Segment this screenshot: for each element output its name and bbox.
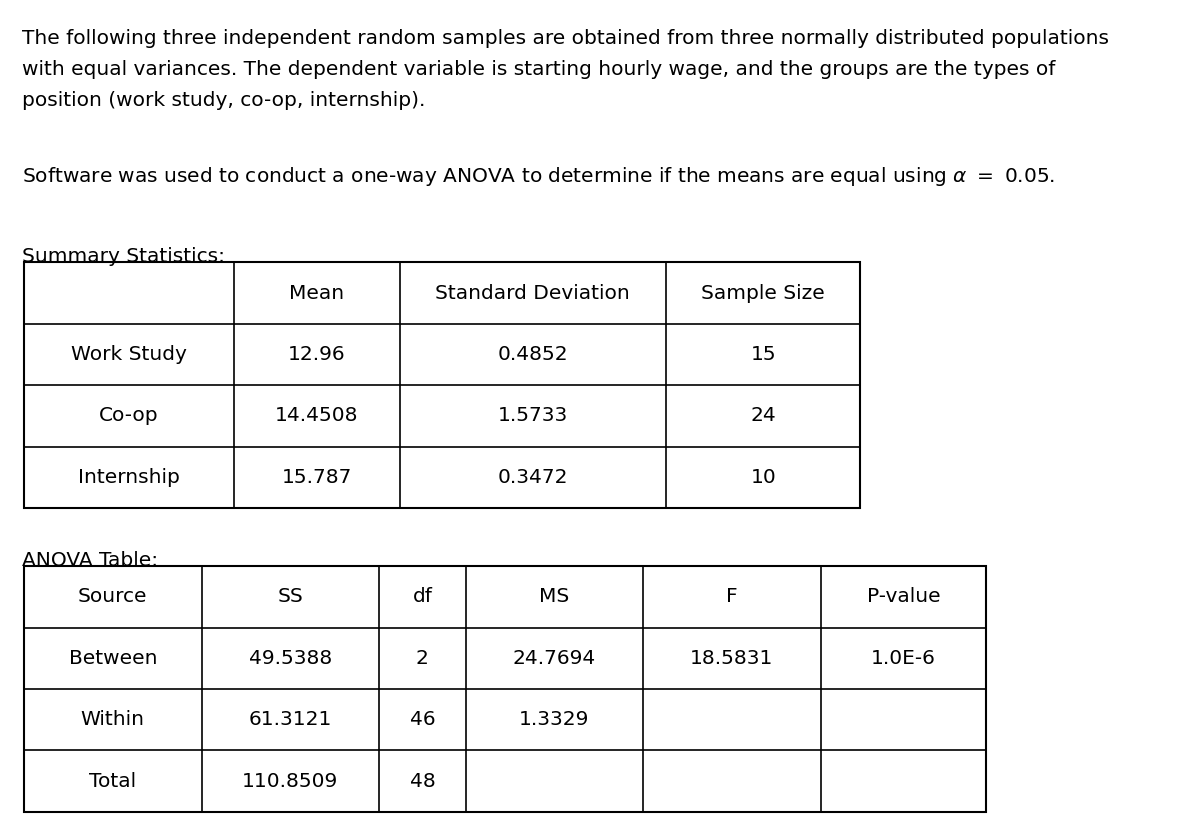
Text: Within: Within — [80, 710, 145, 729]
Text: MS: MS — [539, 587, 570, 606]
Text: Source: Source — [78, 587, 148, 606]
Text: Summary Statistics:: Summary Statistics: — [22, 247, 224, 265]
Text: Mean: Mean — [289, 283, 344, 302]
Text: Co-op: Co-op — [100, 406, 158, 425]
Text: 49.5388: 49.5388 — [248, 649, 332, 667]
Text: P-value: P-value — [866, 587, 941, 606]
Text: Total: Total — [89, 771, 137, 790]
Text: 48: 48 — [409, 771, 436, 790]
Bar — [24, 566, 986, 812]
Text: F: F — [726, 587, 738, 606]
Text: 15: 15 — [750, 345, 776, 364]
Text: 1.5733: 1.5733 — [498, 406, 568, 425]
Text: 2: 2 — [416, 649, 428, 667]
Text: 24: 24 — [750, 406, 776, 425]
Text: 12.96: 12.96 — [288, 345, 346, 364]
Text: 10: 10 — [750, 468, 776, 486]
Bar — [24, 262, 860, 508]
Text: 24.7694: 24.7694 — [512, 649, 596, 667]
Text: 1.3329: 1.3329 — [520, 710, 589, 729]
Text: 110.8509: 110.8509 — [242, 771, 338, 790]
Text: 18.5831: 18.5831 — [690, 649, 774, 667]
Text: Standard Deviation: Standard Deviation — [436, 283, 630, 302]
Text: 0.3472: 0.3472 — [498, 468, 568, 486]
Text: ANOVA Table:: ANOVA Table: — [22, 550, 157, 569]
Text: Internship: Internship — [78, 468, 180, 486]
Text: 61.3121: 61.3121 — [248, 710, 332, 729]
Text: Between: Between — [68, 649, 157, 667]
Text: Work Study: Work Study — [71, 345, 187, 364]
Text: df: df — [413, 587, 432, 606]
Text: Software was used to conduct a one-way ANOVA to determine if the means are equal: Software was used to conduct a one-way A… — [22, 165, 1055, 188]
Text: SS: SS — [277, 587, 304, 606]
Text: with equal variances. The dependent variable is starting hourly wage, and the gr: with equal variances. The dependent vari… — [22, 60, 1055, 79]
Text: 14.4508: 14.4508 — [275, 406, 359, 425]
Text: position (work study, co-op, internship).: position (work study, co-op, internship)… — [22, 91, 425, 110]
Text: 0.4852: 0.4852 — [498, 345, 568, 364]
Text: 1.0E-6: 1.0E-6 — [871, 649, 936, 667]
Text: 15.787: 15.787 — [282, 468, 352, 486]
Text: Sample Size: Sample Size — [701, 283, 826, 302]
Text: 46: 46 — [409, 710, 436, 729]
Text: The following three independent random samples are obtained from three normally : The following three independent random s… — [22, 29, 1109, 48]
